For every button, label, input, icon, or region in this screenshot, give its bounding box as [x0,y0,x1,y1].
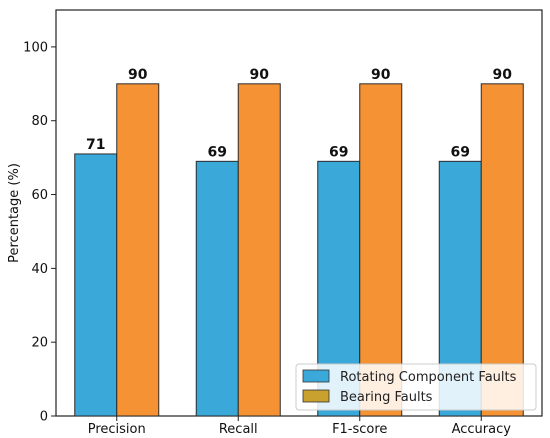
data-label: 71 [86,137,105,153]
x-tick-label: F1-score [332,422,387,437]
bar-rotating-precision [74,153,118,417]
bar-bearing-accuracy [480,83,524,417]
x-axis: Precision Recall F1-score Accuracy [88,416,511,437]
bar-rotating-recall [195,160,239,417]
data-label: 90 [371,67,391,83]
legend-swatch-bearing [302,389,330,403]
legend-swatch-rotating [302,369,330,383]
y-tick-label: 80 [31,114,48,129]
data-label: 90 [250,67,270,83]
y-tick-label: 20 [31,336,48,351]
y-tick-label: 40 [31,262,48,277]
bar-bearing-f1-score [359,83,403,417]
data-label: 90 [493,67,513,83]
x-tick-label: Precision [88,422,146,437]
bar-bearing-recall [237,83,281,417]
y-axis: 0 20 40 60 80 100 [23,40,56,425]
bar-bearing-precision [116,83,160,417]
legend-box [295,363,537,411]
y-tick-label: 100 [23,40,48,55]
y-tick-label: 60 [31,188,48,203]
data-labels-layer: 71 90 69 90 69 90 69 90 [86,67,512,161]
legend-label-rotating: Rotating Component Faults [340,370,517,385]
x-tick-label: Recall [219,422,258,437]
data-label: 69 [208,144,227,160]
x-tick-label: Accuracy [452,422,512,437]
data-label: 69 [451,144,470,160]
legend: Rotating Component Faults Bearing Faults [295,363,537,411]
legend-label-bearing: Bearing Faults [340,390,433,405]
data-label: 90 [128,67,148,83]
y-tick-label: 0 [40,410,48,425]
data-label: 69 [329,144,348,160]
y-axis-title: Percentage (%) [7,163,22,263]
